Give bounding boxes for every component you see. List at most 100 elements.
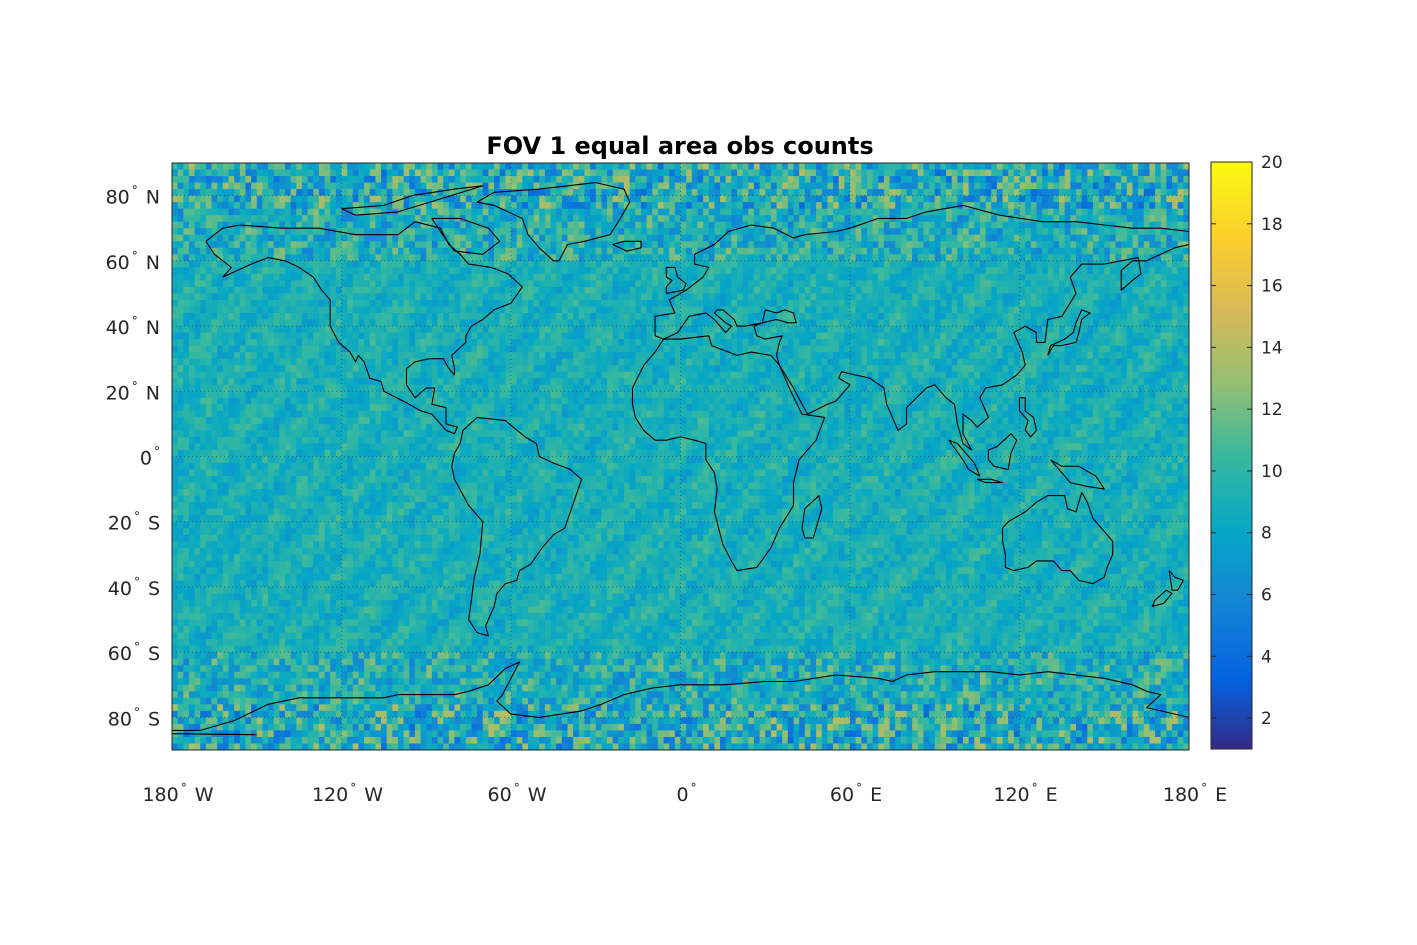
heat-cell xyxy=(657,234,665,242)
heat-cell xyxy=(205,176,213,184)
heat-cell xyxy=(505,241,512,249)
heat-cell xyxy=(985,221,992,229)
heat-cell xyxy=(946,299,953,308)
heat-cell xyxy=(584,195,591,203)
heat-cell xyxy=(245,163,252,171)
heat-cell xyxy=(833,234,840,242)
heat-cell xyxy=(787,163,795,171)
heat-cell xyxy=(1132,169,1139,177)
heat-cell xyxy=(533,326,540,334)
heat-cell xyxy=(369,299,376,308)
heat-cell xyxy=(188,293,196,301)
heat-cell xyxy=(488,208,495,216)
heat-cell xyxy=(567,254,574,262)
heat-cell xyxy=(183,273,190,281)
heat-cell xyxy=(567,221,574,229)
heat-cell xyxy=(561,306,569,314)
heat-cell xyxy=(810,286,817,295)
heat-cell xyxy=(1177,280,1184,288)
heat-cell xyxy=(228,221,235,229)
heat-cell xyxy=(601,202,608,210)
heat-cell xyxy=(539,163,546,171)
heat-cell xyxy=(765,176,772,184)
heat-cell xyxy=(465,339,473,347)
heat-cell xyxy=(833,169,840,177)
heat-cell xyxy=(550,163,557,171)
heat-cell xyxy=(516,299,523,308)
heat-cell xyxy=(364,339,371,347)
heat-cell xyxy=(652,215,659,223)
heat-cell xyxy=(787,169,795,177)
heat-cell xyxy=(1166,208,1173,216)
heat-cell xyxy=(974,221,981,229)
heat-cell xyxy=(471,208,478,216)
heat-cell xyxy=(505,286,512,295)
heat-cell xyxy=(985,215,992,223)
heat-cell xyxy=(1064,319,1071,327)
heat-cell xyxy=(1160,254,1167,262)
heat-cell xyxy=(595,326,602,334)
heat-cell xyxy=(234,339,241,347)
heat-cell xyxy=(782,202,789,210)
heat-cell xyxy=(573,267,580,275)
heat-cell xyxy=(725,306,732,314)
heat-cell xyxy=(273,208,280,216)
heat-cell xyxy=(900,267,908,275)
heat-cell xyxy=(454,313,461,321)
heat-cell xyxy=(217,254,224,262)
heat-cell xyxy=(1155,241,1162,249)
heat-cell xyxy=(827,241,834,249)
heat-cell xyxy=(629,215,636,223)
heat-cell xyxy=(1098,208,1105,216)
heat-cell xyxy=(1092,299,1100,308)
heat-cell xyxy=(1132,299,1139,308)
heat-cell xyxy=(273,273,280,281)
heat-cell xyxy=(522,326,529,334)
heat-cell xyxy=(917,228,925,236)
heat-cell xyxy=(929,241,936,249)
heat-cell xyxy=(799,182,806,190)
heat-cell xyxy=(1115,299,1122,308)
heat-cell xyxy=(810,163,817,171)
heat-cell xyxy=(256,254,263,262)
heat-cell xyxy=(923,247,930,255)
heat-cell xyxy=(855,241,862,249)
heat-cell xyxy=(1087,319,1094,327)
heat-cell xyxy=(912,306,919,314)
heat-cell xyxy=(318,241,326,249)
heat-cell xyxy=(1183,163,1189,171)
heat-cell xyxy=(946,215,953,223)
heat-cell xyxy=(465,169,473,177)
heat-cell xyxy=(381,189,388,197)
heat-cell xyxy=(494,273,501,281)
heat-cell xyxy=(465,306,473,314)
heat-cell xyxy=(748,247,755,255)
heat-cell xyxy=(556,176,563,184)
heat-cell xyxy=(1081,293,1088,301)
heat-cell xyxy=(290,332,297,340)
heat-cell xyxy=(183,299,190,308)
heat-cell xyxy=(1104,260,1111,268)
heat-cell xyxy=(1036,313,1043,321)
heat-cell xyxy=(714,247,721,255)
heat-cell xyxy=(573,293,580,301)
heat-cell xyxy=(714,332,721,340)
heat-cell xyxy=(262,306,269,314)
heat-cell xyxy=(674,299,682,308)
heat-cell xyxy=(906,339,913,347)
heat-cell xyxy=(279,189,286,197)
heat-cell xyxy=(313,306,320,314)
heat-cell xyxy=(358,313,365,321)
heat-cell xyxy=(398,299,405,308)
heat-cell xyxy=(516,234,523,242)
heat-cell xyxy=(991,228,998,236)
heat-cell xyxy=(268,228,275,236)
heat-cell xyxy=(607,339,614,347)
heat-cell xyxy=(618,260,625,268)
heat-cell xyxy=(833,189,840,197)
heat-cell xyxy=(200,163,207,171)
heat-cell xyxy=(612,260,619,268)
heat-cell xyxy=(454,208,461,216)
heat-cell xyxy=(188,280,196,288)
heat-cell xyxy=(929,221,936,229)
